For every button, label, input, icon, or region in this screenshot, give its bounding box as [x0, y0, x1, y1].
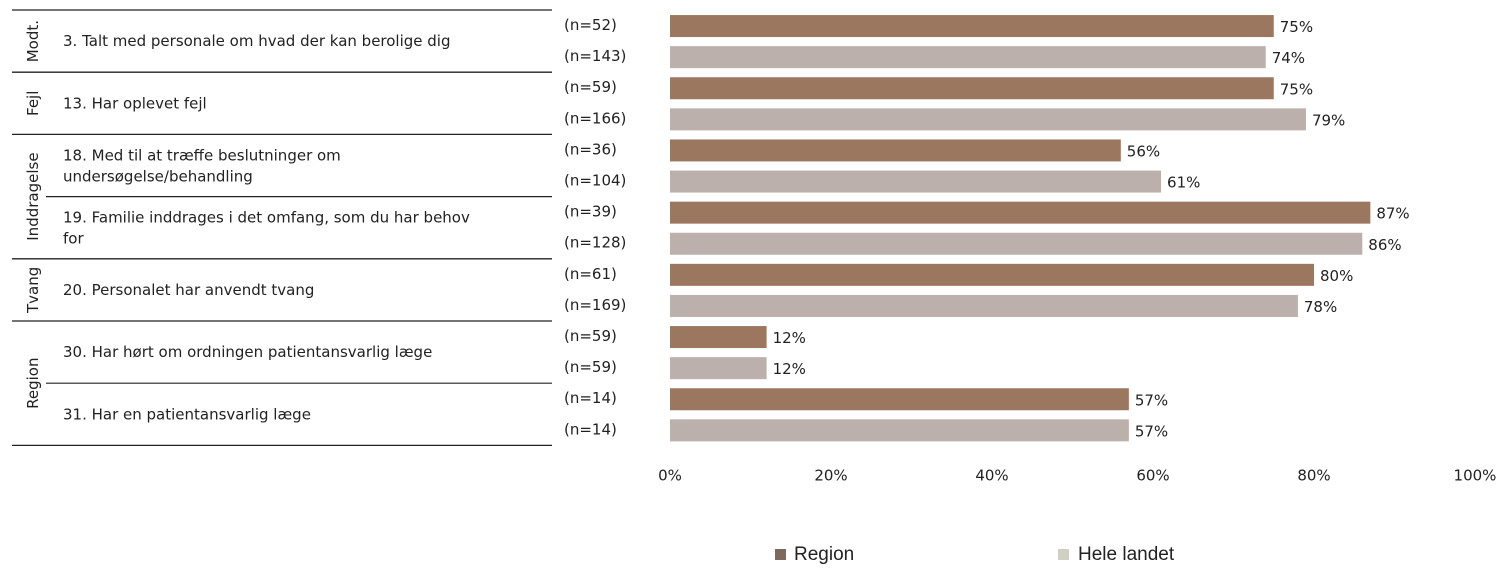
- bar-region: [670, 139, 1121, 162]
- n-label-hele-landet: (n=169): [564, 296, 626, 314]
- data-label-region: 57%: [1135, 391, 1168, 409]
- n-label-region: (n=36): [564, 140, 617, 158]
- n-label-region: (n=59): [564, 78, 617, 96]
- data-label-hele-landet: 61%: [1167, 174, 1200, 192]
- data-label-region: 56%: [1127, 142, 1160, 160]
- data-label-hele-landet: 74%: [1272, 49, 1305, 67]
- bar-region: [670, 263, 1314, 286]
- n-label-hele-landet: (n=14): [564, 420, 617, 438]
- data-label-region: 87%: [1376, 205, 1409, 223]
- question-label: 19. Familie inddrages i det omfang, som …: [63, 209, 470, 227]
- question-label: undersøgelse/behandling: [63, 168, 253, 186]
- x-tick-label: 100%: [1454, 466, 1497, 484]
- n-label-region: (n=59): [564, 327, 617, 345]
- legend-label-hele-landet: Hele landet: [1078, 544, 1175, 565]
- bar-region: [670, 326, 767, 349]
- n-label-region: (n=52): [564, 16, 617, 34]
- bar-hele-landet: [670, 46, 1266, 69]
- group-label: Region: [24, 358, 42, 409]
- x-tick-label: 40%: [975, 466, 1008, 484]
- question-label: 30. Har hørt om ordningen patientansvarl…: [63, 343, 432, 361]
- bar-hele-landet: [670, 108, 1306, 131]
- legend-label-region: Region: [794, 544, 854, 565]
- n-label-region: (n=61): [564, 265, 617, 283]
- group-label: Fejl: [24, 91, 42, 116]
- data-label-hele-landet: 57%: [1135, 422, 1168, 440]
- n-label-hele-landet: (n=166): [564, 109, 626, 127]
- question-label: 3. Talt med personale om hvad der kan be…: [63, 32, 451, 50]
- bar-region: [670, 388, 1129, 411]
- data-label-region: 80%: [1320, 267, 1353, 285]
- bar-hele-landet: [670, 419, 1129, 442]
- data-label-hele-landet: 79%: [1312, 111, 1345, 129]
- x-tick-label: 80%: [1297, 466, 1330, 484]
- data-label-hele-landet: 12%: [773, 360, 806, 378]
- question-label: 18. Med til at træffe beslutninger om: [63, 147, 341, 165]
- bar-hele-landet: [670, 170, 1162, 193]
- question-label: 13. Har oplevet fejl: [63, 94, 207, 112]
- question-label: for: [63, 230, 84, 248]
- bar-region: [670, 77, 1274, 100]
- data-label-region: 75%: [1280, 18, 1313, 36]
- data-label-hele-landet: 86%: [1368, 236, 1401, 254]
- group-label: Modt.: [24, 20, 42, 62]
- x-tick-label: 20%: [814, 466, 847, 484]
- data-label-region: 12%: [773, 329, 806, 347]
- bar-hele-landet: [670, 357, 767, 380]
- x-tick-label: 0%: [658, 466, 682, 484]
- n-label-hele-landet: (n=143): [564, 47, 626, 65]
- bar-region: [670, 15, 1274, 38]
- bar-hele-landet: [670, 232, 1363, 255]
- group-label: Tvang: [24, 267, 42, 314]
- question-label: 31. Har en patientansvarlig læge: [63, 405, 311, 423]
- data-label-region: 75%: [1280, 80, 1313, 98]
- group-label: Inddragelse: [24, 152, 42, 240]
- bar-region: [670, 201, 1371, 224]
- legend-swatch-region: [775, 549, 786, 560]
- data-label-hele-landet: 78%: [1304, 298, 1337, 316]
- question-label: 20. Personalet har anvendt tvang: [63, 281, 314, 299]
- x-tick-label: 60%: [1136, 466, 1169, 484]
- n-label-region: (n=14): [564, 389, 617, 407]
- legend-swatch-hele-landet: [1058, 549, 1069, 560]
- n-label-region: (n=39): [564, 203, 617, 221]
- bar-hele-landet: [670, 294, 1298, 317]
- n-label-hele-landet: (n=128): [564, 234, 626, 252]
- n-label-hele-landet: (n=104): [564, 172, 626, 190]
- n-label-hele-landet: (n=59): [564, 358, 617, 376]
